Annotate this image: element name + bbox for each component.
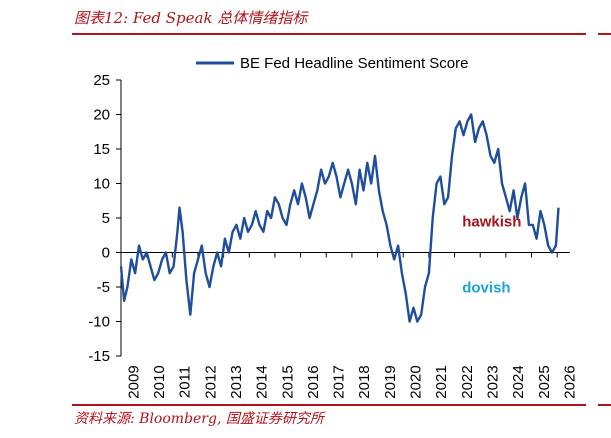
figure-title: 图表12: Fed Speak 总体情绪指标 (74, 9, 308, 27)
x-tick-label: 2013 (228, 365, 245, 398)
x-tick-label: 2024 (510, 365, 527, 398)
chart-legend: BE Fed Headline Sentiment Score (196, 55, 468, 72)
title-rule (72, 33, 586, 35)
annotation-hawkish: hawkish (462, 213, 521, 230)
sentiment-series-line (119, 113, 560, 323)
x-tick-label: 2025 (536, 365, 553, 398)
source-rule-end (598, 404, 611, 406)
x-tick-label: 2017 (331, 365, 348, 398)
y-tick-label: -15 (88, 348, 110, 365)
x-tick-label: 2021 (433, 365, 450, 398)
y-tick-label: 0 (102, 245, 110, 262)
annotation-dovish: dovish (462, 280, 510, 297)
chart-annotations: hawkish dovish (462, 213, 521, 296)
series-layer (119, 113, 560, 323)
y-axis-ticks: 25 20 15 10 5 0 -5 -10 -15 (88, 72, 121, 365)
y-tick-label: -10 (88, 314, 110, 331)
y-tick-label: 15 (93, 141, 110, 158)
y-tick-label: 5 (102, 210, 110, 227)
legend-label: BE Fed Headline Sentiment Score (240, 55, 468, 72)
x-tick-label: 2009 (125, 365, 142, 398)
x-tick-label: 2026 (562, 365, 579, 398)
y-tick-label: 20 (93, 107, 110, 124)
y-tick-label: 25 (93, 72, 110, 89)
source-rule (72, 404, 586, 406)
y-tick-label: -5 (97, 279, 110, 296)
x-tick-label: 2011 (177, 366, 194, 398)
x-axis-ticks: 2009 2010 2011 2012 2013 2014 2015 2016 2017 2018… (120, 252, 579, 399)
source-note: 资料来源: Bloomberg, 国盛证券研究所 (74, 411, 324, 427)
y-tick-label: 10 (93, 176, 110, 193)
x-tick-label: 2018 (356, 365, 373, 398)
x-tick-label: 2014 (254, 365, 271, 398)
x-tick-label: 2023 (485, 365, 502, 398)
x-tick-label: 2019 (382, 365, 399, 398)
x-tick-label: 2016 (305, 365, 322, 398)
title-rule-end (598, 33, 611, 35)
x-tick-label: 2015 (279, 365, 296, 398)
x-tick-label: 2012 (202, 365, 219, 398)
x-tick-label: 2022 (459, 365, 476, 398)
x-tick-label: 2020 (408, 365, 425, 398)
x-tick-label: 2010 (151, 365, 168, 398)
